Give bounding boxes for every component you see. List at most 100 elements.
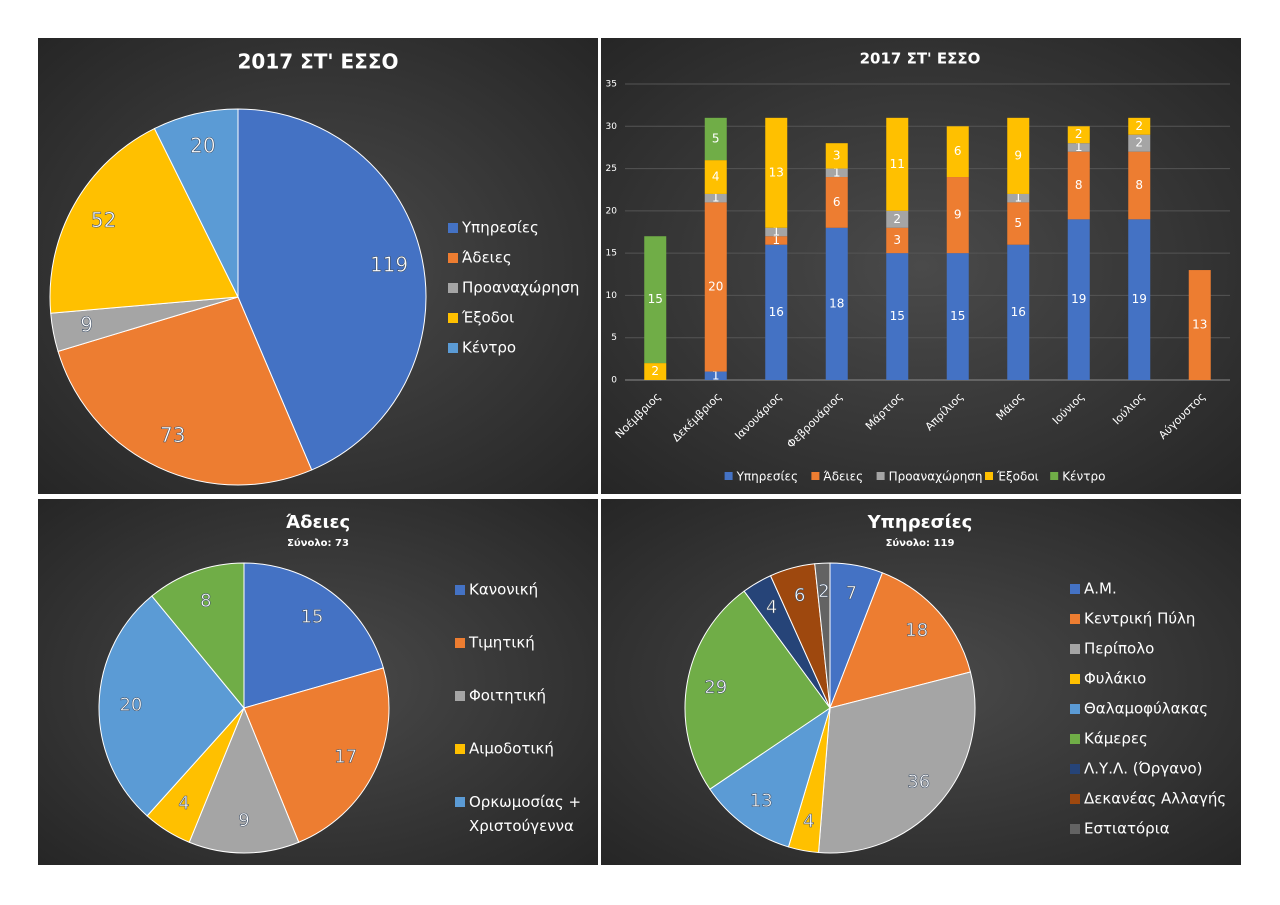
legend-swatch	[1070, 704, 1080, 714]
legend-line: Ορκωμοσίας +	[469, 793, 581, 811]
legend-label: Κανονική	[469, 581, 538, 599]
data-label: 73	[160, 423, 185, 447]
data-label: 36	[907, 772, 930, 793]
data-label: 3	[893, 233, 901, 247]
bar-segment	[704, 193, 727, 203]
legend-swatch	[724, 472, 733, 480]
legend-swatch	[448, 343, 458, 353]
bar-segment	[1067, 219, 1090, 380]
legend-swatch	[1050, 472, 1059, 480]
pie-slice	[829, 572, 972, 709]
data-label: 6	[954, 144, 962, 158]
data-label: 20	[708, 279, 723, 293]
data-label: 13	[750, 790, 773, 811]
legend-swatch	[448, 313, 458, 323]
pie-slice	[188, 706, 300, 854]
data-label: 5	[1014, 216, 1022, 230]
pie-slice	[151, 562, 245, 710]
legend-swatch	[455, 638, 465, 648]
bar-segment	[1128, 151, 1151, 220]
pie-slice	[49, 127, 239, 314]
pie-slice	[243, 562, 384, 709]
legend-label: Υπηρεσίες	[461, 219, 539, 237]
data-label: 4	[712, 170, 720, 184]
data-label: 15	[950, 309, 965, 323]
data-label: 19	[1132, 292, 1147, 306]
data-label: 18	[905, 620, 928, 641]
bar-segment	[825, 177, 848, 228]
legend-label: Προαναχώρηση	[462, 279, 579, 297]
data-label: 5	[712, 131, 720, 145]
bar-segment	[886, 253, 909, 380]
pie-slice	[709, 706, 831, 848]
legend-label: Υπηρεσίες	[736, 470, 798, 484]
y-tick-label: 10	[606, 291, 618, 301]
data-label: 9	[954, 208, 962, 222]
bar-segment	[946, 177, 969, 254]
legend-label: Έξοδοι	[996, 470, 1039, 484]
data-label: 2	[1135, 119, 1143, 133]
legend-swatch	[1070, 734, 1080, 744]
legend-label: Α.Μ.	[1084, 580, 1117, 598]
bar-segment	[765, 236, 788, 245]
bar-segment	[886, 227, 909, 254]
bar-segment	[765, 244, 788, 380]
legend-swatch	[1070, 794, 1080, 804]
data-label: 1	[833, 165, 841, 179]
legend-swatch	[448, 283, 458, 293]
legend-label: Αιμοδοτική	[469, 740, 554, 758]
bar-segment	[644, 236, 667, 364]
chart-title: Υπηρεσίες	[867, 512, 973, 533]
data-label: 8	[1135, 178, 1143, 192]
bar-segment	[704, 117, 727, 161]
legend-label: Έξοδοι	[461, 309, 514, 327]
pie-slice	[814, 562, 831, 709]
legend-swatch	[455, 585, 465, 595]
data-label: 15	[890, 309, 905, 323]
data-label: 6	[833, 195, 841, 209]
bar-segment	[1128, 134, 1151, 152]
pie-slice	[153, 108, 239, 298]
data-label: 29	[704, 677, 727, 698]
bar-segment	[1007, 244, 1030, 380]
pie-slice	[817, 671, 976, 854]
bar-segment	[946, 253, 969, 380]
bar-segment	[704, 160, 727, 194]
data-label: 52	[91, 208, 116, 232]
pie-slice	[57, 296, 313, 486]
data-label: 11	[890, 157, 905, 171]
legend-swatch	[455, 744, 465, 754]
legend-label: Άδειες	[462, 249, 512, 267]
bar-segment	[704, 202, 727, 372]
data-label: 1	[1014, 191, 1022, 205]
bar-segment	[1188, 270, 1211, 380]
legend-swatch	[455, 797, 465, 807]
data-label: 13	[1192, 318, 1207, 332]
data-label: 16	[1011, 305, 1026, 319]
legend-label: Άδειες	[823, 470, 863, 484]
legend-swatch	[448, 253, 458, 263]
bar-segment	[825, 168, 848, 178]
data-label: 4	[178, 793, 189, 814]
bar-segment	[825, 227, 848, 380]
data-label: 9	[238, 810, 249, 831]
bar-segment	[1007, 117, 1030, 194]
bar-segment	[765, 227, 788, 237]
data-label: 4	[766, 597, 777, 618]
bar-segment	[1067, 126, 1090, 144]
y-tick-label: 35	[606, 80, 617, 90]
data-label: 17	[334, 746, 357, 767]
legend-label: Θαλαμοφύλακας	[1084, 700, 1208, 718]
y-tick-label: 0	[611, 376, 617, 386]
legend-swatch	[1070, 764, 1080, 774]
y-tick-label: 15	[606, 249, 617, 259]
legend-swatch	[448, 223, 458, 233]
legend-swatch	[1070, 614, 1080, 624]
y-tick-label: 25	[606, 164, 617, 174]
bar-segment	[886, 117, 909, 211]
bar-segment	[946, 126, 969, 178]
data-label: 13	[769, 165, 784, 179]
data-label: 2	[1135, 136, 1143, 150]
legend-label: Ορκωμοσίας + Χριστούγεννα	[469, 793, 581, 835]
